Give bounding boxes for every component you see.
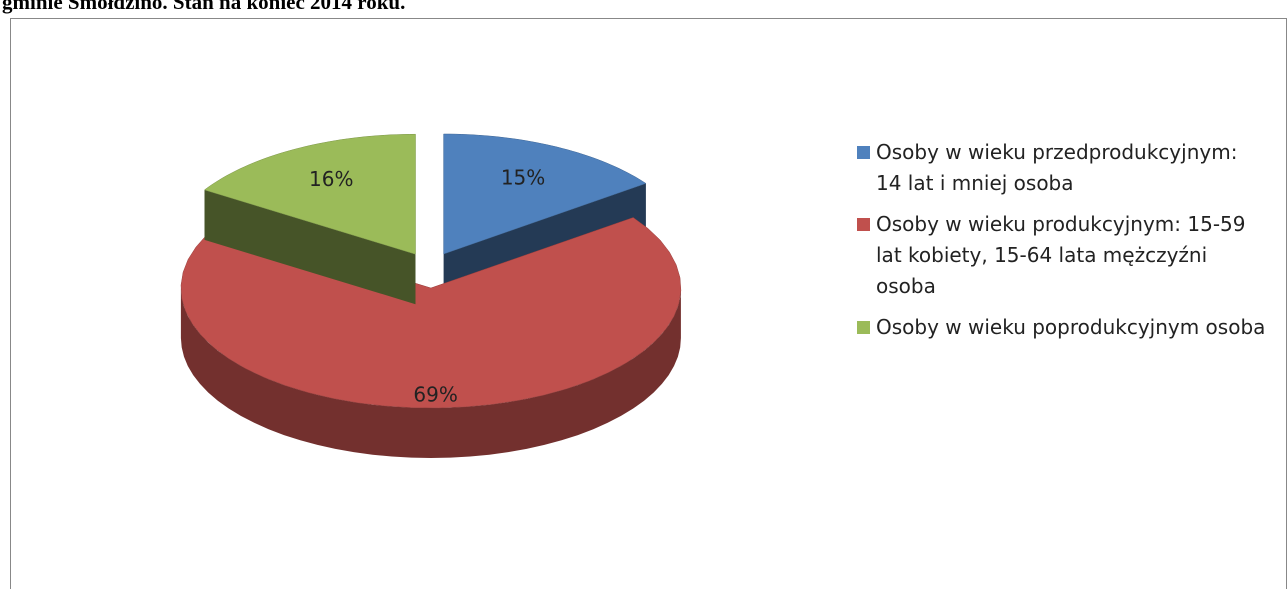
legend: Osoby w wieku przedprodukcyjnym: 14 lat …	[857, 137, 1267, 353]
legend-label: Osoby w wieku przedprodukcyjnym: 14 lat …	[876, 140, 1238, 195]
data-label: 15%	[501, 166, 545, 190]
legend-label: Osoby w wieku poprodukcyjnym osoba	[876, 315, 1266, 339]
slice-top	[443, 133, 647, 255]
legend-item: Osoby w wieku produkcyjnym: 15-59 lat ko…	[857, 209, 1267, 302]
legend-swatch	[857, 146, 870, 159]
chart-title: gminie Smołdzino. Stan na koniec 2014 ro…	[2, 0, 406, 14]
legend-label: Osoby w wieku produkcyjnym: 15-59 lat ko…	[876, 212, 1246, 298]
data-label: 16%	[309, 167, 353, 191]
data-label: 69%	[413, 382, 457, 406]
slice: 16%	[203, 133, 416, 305]
legend-swatch	[857, 321, 870, 334]
legend-swatch	[857, 218, 870, 231]
slice-side	[180, 288, 681, 458]
slice-wall	[204, 189, 416, 305]
slice-top	[203, 133, 416, 255]
legend-item: Osoby w wieku poprodukcyjnym osoba	[857, 312, 1267, 343]
legend-item: Osoby w wieku przedprodukcyjnym: 14 lat …	[857, 137, 1267, 199]
